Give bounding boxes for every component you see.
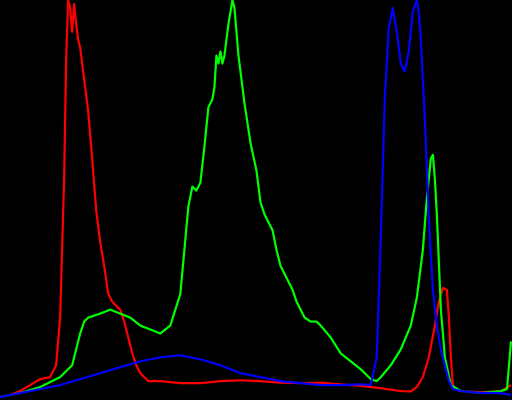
- histogram-chart: [0, 0, 512, 400]
